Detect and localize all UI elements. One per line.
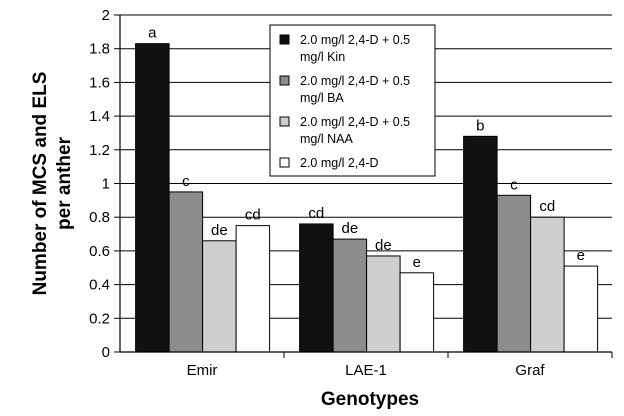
significance-label: de <box>375 237 392 254</box>
legend-label: 2.0 mg/l 2,4-D <box>300 156 379 170</box>
bar <box>530 216 565 353</box>
y-tick-label: 0.4 <box>89 277 110 294</box>
axis-titles: Genotypes Number of MCS and ELS per anther <box>30 72 419 410</box>
significance-label: b <box>476 117 484 134</box>
y-tick-label: 0.6 <box>89 243 110 260</box>
significance-label: a <box>148 25 157 42</box>
legend-label: 2.0 mg/l 2,4-D + 0.5 <box>300 74 410 88</box>
bar <box>366 255 401 353</box>
y-axis-title-line: per anther <box>54 136 75 230</box>
x-tick-label: Emir <box>187 362 218 379</box>
bar <box>563 265 599 353</box>
legend-entry: 2.0 mg/l 2,4-D + 0.5 mg/l Kin <box>279 33 410 64</box>
bar <box>235 225 271 353</box>
significance-label: e <box>577 247 585 264</box>
bar <box>332 238 368 353</box>
bar <box>135 43 170 353</box>
x-tick-label: LAE-1 <box>345 362 387 379</box>
axes <box>114 14 613 358</box>
legend-entry: 2.0 mg/l 2,4-D + 0.5 mg/l NAA <box>279 115 410 146</box>
x-axis-title: Genotypes <box>321 389 419 410</box>
significance-label: e <box>413 254 421 271</box>
significance-label: de <box>342 220 359 237</box>
bar <box>202 240 237 353</box>
legend-entry: 2.0 mg/l 2,4-D <box>279 156 379 170</box>
y-tick-label: 0 <box>102 344 110 361</box>
legend-label: 2.0 mg/l 2,4-D + 0.5 <box>300 115 410 129</box>
y-tick-label: 0.2 <box>89 310 110 327</box>
legend-label: mg/l BA <box>300 91 344 105</box>
legend-label: 2.0 mg/l 2,4-D + 0.5 <box>300 33 410 47</box>
legend-swatch <box>279 75 290 86</box>
y-tick-label: 1.2 <box>89 142 110 159</box>
legend-swatch <box>279 157 290 168</box>
y-tick-label: 1.4 <box>89 108 110 125</box>
significance-label: cd <box>245 207 261 224</box>
legend-swatch <box>279 34 290 45</box>
significance-label: cd <box>308 205 324 222</box>
y-axis-title: Number of MCS and ELS per anther <box>30 72 75 296</box>
legend-swatch <box>279 116 290 127</box>
bar <box>399 272 435 353</box>
bar <box>168 191 204 353</box>
significance-label: de <box>211 222 228 239</box>
significance-label: c <box>182 173 190 190</box>
legend-label: mg/l NAA <box>300 132 353 146</box>
y-tick-label: 1 <box>102 176 110 193</box>
x-tick-labels: Emir LAE-1 Graf <box>187 362 546 379</box>
significance-label: c <box>510 176 518 193</box>
legend-label: mg/l Kin <box>300 50 345 64</box>
x-tick-label: Graf <box>515 362 545 379</box>
y-tick-label: 1.6 <box>89 74 110 91</box>
y-tick-label: 0.8 <box>89 209 110 226</box>
bar <box>463 135 498 353</box>
legend-box <box>269 24 436 177</box>
legend-entry: 2.0 mg/l 2,4-D + 0.5 mg/l BA <box>279 74 410 105</box>
bar <box>299 223 334 353</box>
y-tick-label: 2 <box>102 7 110 24</box>
y-tick-labels: 0 0.2 0.4 0.6 0.8 1 1.2 1.4 1.6 1.8 2 <box>89 7 110 361</box>
y-axis-title-line: Number of MCS and ELS <box>30 72 51 296</box>
significance-label: cd <box>539 198 555 215</box>
y-tick-label: 1.8 <box>89 41 110 58</box>
bar <box>496 194 532 353</box>
